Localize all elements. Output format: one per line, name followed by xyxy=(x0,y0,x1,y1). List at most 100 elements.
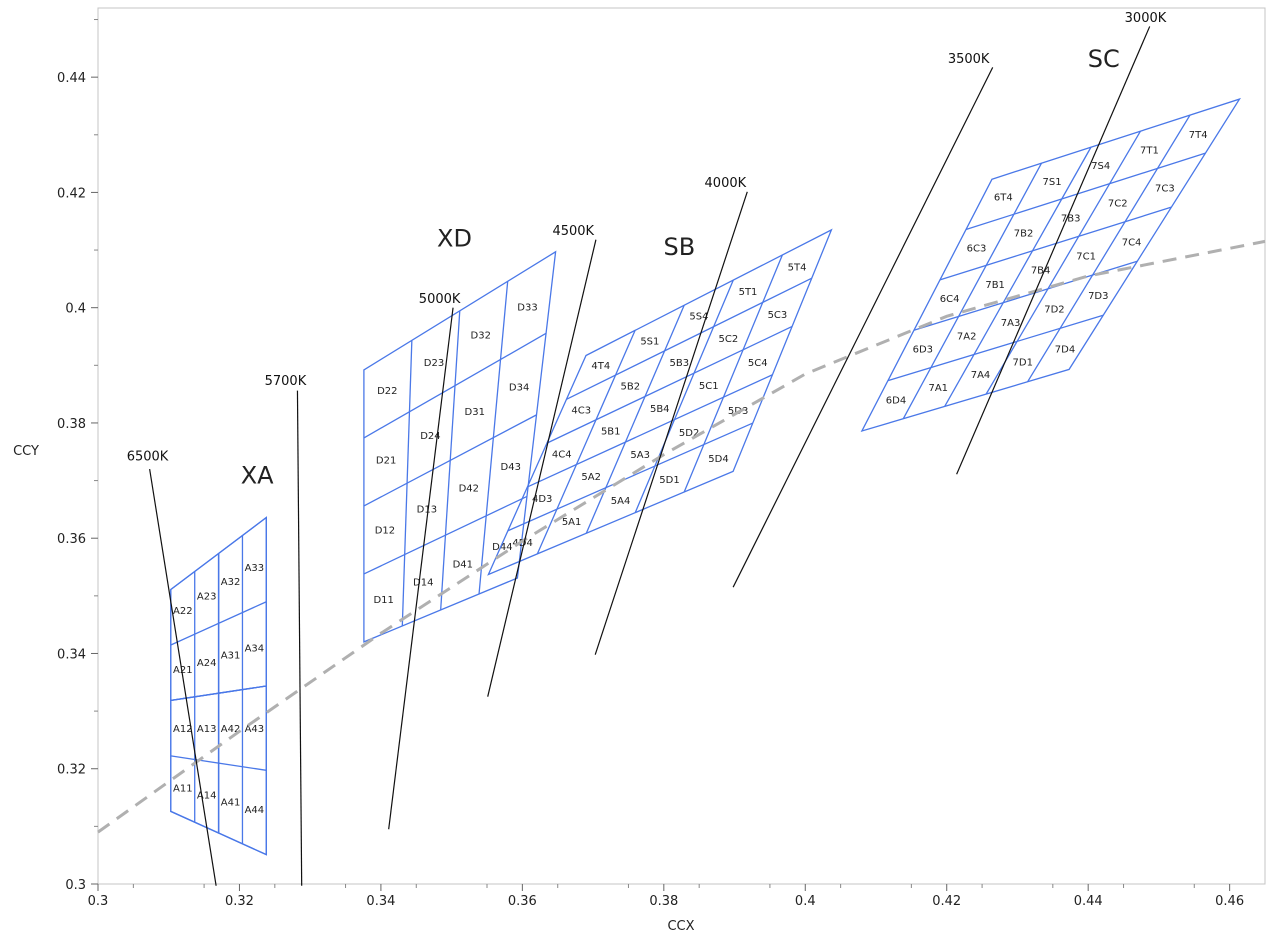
bin-sb-col-line xyxy=(585,305,685,534)
bin-label-5t1: 5T1 xyxy=(739,287,758,298)
bin-label-4t4: 4T4 xyxy=(591,361,610,372)
bin-label-7a1: 7A1 xyxy=(928,383,948,394)
bin-label-4d4: 4D4 xyxy=(512,538,532,549)
group-label-xa: XA xyxy=(241,461,274,489)
y-axis-title: CCY xyxy=(13,444,39,459)
bin-label-5d4: 5D4 xyxy=(708,454,728,465)
bin-label-7c1: 7C1 xyxy=(1076,251,1096,262)
bin-label-5c1: 5C1 xyxy=(699,381,719,392)
bin-label-a34: A34 xyxy=(245,643,265,654)
bin-sc-col-line xyxy=(944,146,1092,407)
bin-label-a22: A22 xyxy=(173,606,193,617)
y-axis: 0.3 0.32 0.34 0.36 0.38 0.4 0.42 0.44 xyxy=(57,19,98,893)
bin-label-6c4: 6C4 xyxy=(940,294,960,305)
isotherm-6500k xyxy=(149,468,217,886)
bin-label-5d1: 5D1 xyxy=(659,475,679,486)
bin-label-d32: D32 xyxy=(471,330,491,341)
bin-label-a32: A32 xyxy=(221,577,241,588)
bin-sc-outline xyxy=(860,97,1242,433)
bin-label-7c2: 7C2 xyxy=(1108,199,1128,210)
x-tick-label-7: 0.44 xyxy=(1074,894,1103,909)
bin-xd-row-line xyxy=(363,332,547,439)
bin-label-d14: D14 xyxy=(413,577,433,588)
x-axis: 0.3 0.32 0.34 0.36 0.38 0.4 0.42 0.44 0.46 xyxy=(88,884,1244,909)
bin-label-7a3: 7A3 xyxy=(1001,318,1021,329)
bin-label-d22: D22 xyxy=(377,386,397,397)
bin-label-4d3: 4D3 xyxy=(532,494,552,505)
bin-label-a44: A44 xyxy=(245,805,265,816)
bin-label-7b3: 7B3 xyxy=(1061,213,1081,224)
bin-label-d41: D41 xyxy=(453,560,473,571)
bin-label-6d4: 6D4 xyxy=(886,395,906,406)
bin-label-7a2: 7A2 xyxy=(957,331,977,342)
bin-label-a31: A31 xyxy=(221,651,241,662)
bin-sb-row-line xyxy=(566,277,813,400)
group-label-sc: SC xyxy=(1088,45,1120,73)
bin-sb-col-line xyxy=(536,330,636,555)
bin-label-d33: D33 xyxy=(517,302,537,313)
cct-isotherms xyxy=(149,26,1151,886)
x-tick-label-1: 0.32 xyxy=(225,894,254,909)
bin-label-7d2: 7D2 xyxy=(1044,304,1064,315)
bin-label-a43: A43 xyxy=(245,724,265,735)
cct-label-6500k: 6500K xyxy=(127,449,169,464)
bin-label-d13: D13 xyxy=(417,504,437,515)
bin-sc-col-line xyxy=(985,130,1142,395)
bin-sc-col-line xyxy=(1027,114,1191,383)
x-tick-label-2: 0.34 xyxy=(366,894,395,909)
cct-label-3000k: 3000K xyxy=(1125,11,1167,26)
bin-label-7b1: 7B1 xyxy=(985,280,1005,291)
y-tick-label-6: 0.42 xyxy=(57,186,86,201)
bin-label-d44: D44 xyxy=(492,542,512,553)
bin-label-7t4: 7T4 xyxy=(1189,130,1208,141)
x-tick-label-5: 0.4 xyxy=(795,894,816,909)
bin-label-a12: A12 xyxy=(173,724,193,735)
planckian-locus xyxy=(97,239,1266,834)
cct-label-4500k: 4500K xyxy=(552,224,594,239)
bin-label-d24: D24 xyxy=(420,431,440,442)
bin-label-d21: D21 xyxy=(376,456,396,467)
bin-label-a33: A33 xyxy=(245,563,265,574)
bin-label-5b4: 5B4 xyxy=(650,404,670,415)
bin-label-a24: A24 xyxy=(197,658,217,669)
bin-label-5c4: 5C4 xyxy=(748,358,768,369)
bin-label-d12: D12 xyxy=(375,525,395,536)
bin-label-a14: A14 xyxy=(197,790,217,801)
bin-label-6c3: 6C3 xyxy=(967,243,987,254)
bin-label-7b2: 7B2 xyxy=(1014,228,1034,239)
bin-label-7d3: 7D3 xyxy=(1088,291,1108,302)
bin-label-5c3: 5C3 xyxy=(768,310,788,321)
bin-label-5c2: 5C2 xyxy=(719,334,739,345)
bin-label-a11: A11 xyxy=(173,783,193,794)
bin-label-5a3: 5A3 xyxy=(630,450,650,461)
bin-label-5a2: 5A2 xyxy=(581,472,601,483)
y-tick-label-7: 0.44 xyxy=(57,71,86,86)
bin-label-a42: A42 xyxy=(221,724,241,735)
bin-sb-row-line xyxy=(507,422,754,532)
bin-label-d43: D43 xyxy=(501,462,521,473)
cct-label-5000k: 5000K xyxy=(419,292,461,307)
bin-quadrant-outline xyxy=(217,685,267,856)
x-tick-label-3: 0.36 xyxy=(508,894,537,909)
bin-label-d11: D11 xyxy=(373,595,393,606)
bin-xd-row-line xyxy=(363,495,528,575)
bin-label-5a4: 5A4 xyxy=(611,496,631,507)
bin-sb-row-line xyxy=(527,374,773,488)
bin-label-d34: D34 xyxy=(509,382,529,393)
isotherm-3500k xyxy=(732,67,994,588)
isotherm-4000k xyxy=(594,191,748,655)
y-tick-label-3: 0.36 xyxy=(57,532,86,547)
x-tick-label-4: 0.38 xyxy=(649,894,678,909)
y-tick-label-0: 0.3 xyxy=(65,878,86,893)
x-tick-label-8: 0.46 xyxy=(1215,894,1244,909)
bin-label-a21: A21 xyxy=(173,665,193,676)
bin-sb-row-line xyxy=(546,325,793,444)
y-tick-label-5: 0.4 xyxy=(65,302,86,317)
x-axis-title: CCX xyxy=(667,919,694,934)
group-label-sb: SB xyxy=(664,233,696,261)
bin-group-xd: D22 D23 D32 D33 D21 D24 D31 D34 D12 D13 D42 D43 D11 D… xyxy=(363,250,557,643)
bin-label-7a4: 7A4 xyxy=(971,370,991,381)
bin-sb-col-line xyxy=(683,254,783,493)
bin-label-7d4: 7D4 xyxy=(1055,345,1075,356)
bin-label-5b1: 5B1 xyxy=(601,427,621,438)
